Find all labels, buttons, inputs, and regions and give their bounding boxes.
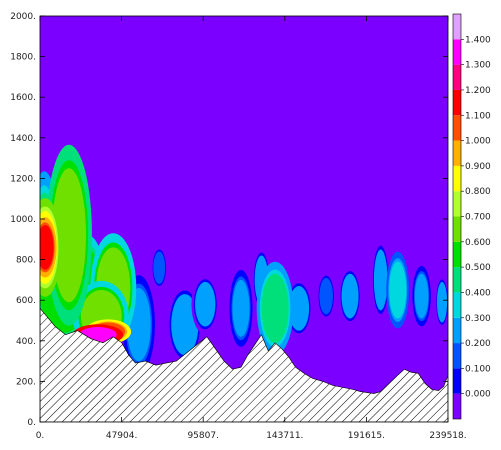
x-tick-label: 239518. xyxy=(429,431,466,441)
y-tick-label: 1400. xyxy=(10,134,36,144)
y-tick-label: 1600. xyxy=(10,93,36,103)
colorbar-swatch xyxy=(453,165,461,192)
y-tick-label: 1800. xyxy=(10,53,36,63)
terrain-hatch xyxy=(40,307,448,422)
contour-cell xyxy=(261,273,289,343)
colorbar-label: 0.700 xyxy=(465,213,491,223)
x-axis: 0. 47904. 95807. 143711. 191615. 239518. xyxy=(36,16,467,441)
colorbar-label: 0.200 xyxy=(465,339,491,349)
colorbar-label: 0.500 xyxy=(465,263,491,273)
x-tick-label: 191615. xyxy=(348,431,385,441)
colorbar-swatch xyxy=(453,216,461,242)
y-tick-label: 400. xyxy=(16,337,36,347)
colorbar-swatch xyxy=(453,317,461,344)
contour-cell xyxy=(232,279,250,337)
x-tick-label: 95807. xyxy=(187,431,219,441)
colorbar-label: 1.100 xyxy=(465,111,491,121)
colorbar-swatch xyxy=(453,343,461,369)
contour-cell xyxy=(153,251,166,284)
colorbar-label: 0.600 xyxy=(465,238,491,248)
contour-field xyxy=(40,16,448,422)
x-tick-label: 47904. xyxy=(106,431,138,441)
y-axis: 0. 200. 400. 600. 800. 1000. 1200. 1400. 1600. 18… xyxy=(10,12,448,428)
contour-cell xyxy=(373,249,388,311)
x-tick-label: 143711. xyxy=(266,431,303,441)
y-tick-label: 600. xyxy=(16,296,36,306)
contour-cell xyxy=(40,225,54,270)
y-tick-label: 0. xyxy=(27,418,36,428)
y-tick-label: 2000. xyxy=(10,12,36,22)
contour-cell xyxy=(436,281,448,323)
x-tick-label: 0. xyxy=(36,431,45,441)
colorbar-swatch xyxy=(453,64,461,90)
contour-cell xyxy=(195,281,216,327)
y-tick-label: 1200. xyxy=(10,174,36,184)
colorbar-swatch xyxy=(453,267,461,293)
colorbar-label: 0.300 xyxy=(465,314,491,324)
colorbar-swatch xyxy=(453,292,461,318)
colorbar-swatch xyxy=(453,39,461,65)
colorbar-swatch xyxy=(453,115,461,141)
colorbar-swatch xyxy=(453,14,461,40)
y-tick-label: 800. xyxy=(16,256,36,266)
y-tick-label: 1000. xyxy=(10,215,36,225)
colorbar-label: 0.100 xyxy=(465,364,491,374)
colorbar-label: 1.400 xyxy=(465,35,491,45)
colorbar-label: 0.000 xyxy=(465,390,491,400)
contour-cell xyxy=(288,285,310,331)
colorbar-label: 1.300 xyxy=(465,61,491,71)
contour-cell xyxy=(414,273,429,319)
colorbar-label: 1.000 xyxy=(465,137,491,147)
colorbar-label: 0.800 xyxy=(465,187,491,197)
colorbar-label: 0.900 xyxy=(465,162,491,172)
colorbar-swatch xyxy=(453,393,461,419)
contour-cell xyxy=(171,294,199,356)
colorbar: 0.000 0.100 0.200 0.300 0.400 0.500 0.600 0.700… xyxy=(452,13,491,420)
colorbar-swatch xyxy=(453,241,461,268)
colorbar-label: 1.200 xyxy=(465,86,491,96)
colorbar-swatch xyxy=(453,191,461,217)
colorbar-swatch xyxy=(453,368,461,394)
contour-cell xyxy=(389,261,407,319)
contour-cell xyxy=(51,168,86,303)
colorbar-swatch xyxy=(453,140,461,166)
y-tick-label: 200. xyxy=(16,377,36,387)
colorbar-swatch xyxy=(453,89,461,116)
contour-cell xyxy=(319,277,333,315)
contour-cell xyxy=(341,273,359,319)
colorbar-label: 0.400 xyxy=(465,288,491,298)
